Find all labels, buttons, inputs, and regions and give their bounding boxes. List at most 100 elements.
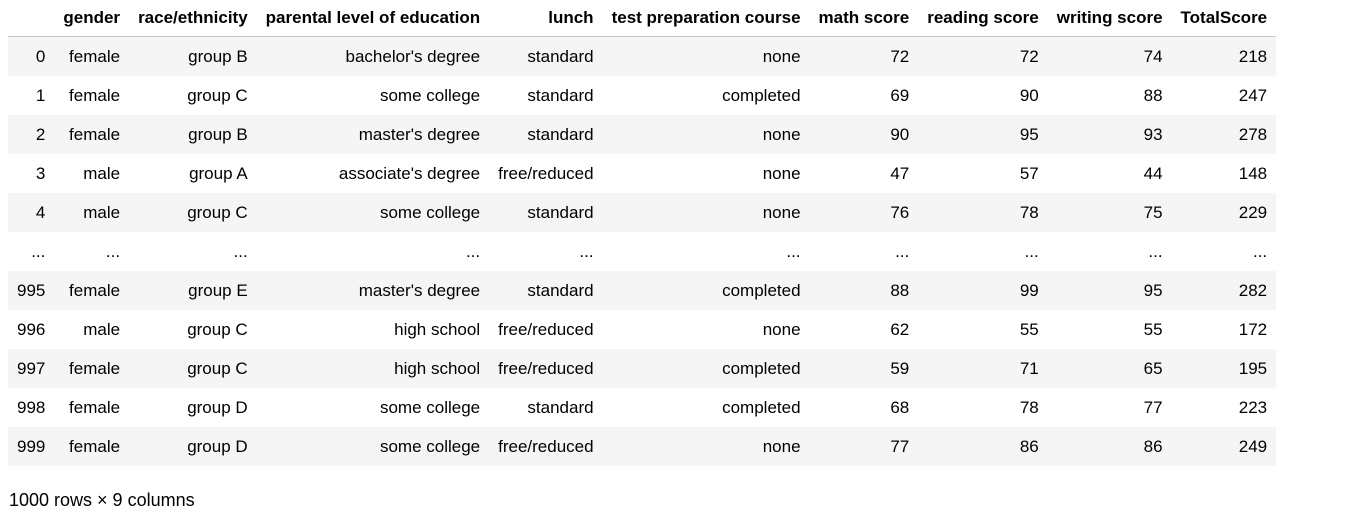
cell-test-prep: completed (722, 280, 801, 300)
cell-writing-score: 95 (1143, 280, 1163, 300)
cell-math-score: 76 (890, 202, 910, 222)
cell-gender: male (83, 202, 121, 222)
cell-race-ethnicity: group C (187, 319, 248, 339)
cell-total-score: 218 (1238, 46, 1268, 66)
cell-math-score: 69 (890, 85, 910, 105)
cell-writing-score: 86 (1143, 436, 1163, 456)
table-row: 998 female group D some college standard comp… (8, 388, 1276, 427)
header-writing-score: writing score (1047, 0, 1172, 37)
cell-total-score: 249 (1238, 436, 1268, 456)
cell-race-ethnicity: group C (187, 202, 248, 222)
cell-race-ethnicity: group D (187, 436, 248, 456)
cell-reading-score: 95 (1019, 124, 1039, 144)
cell-gender: female (69, 397, 121, 417)
cell-writing-score: 93 (1143, 124, 1163, 144)
cell-parental-education: some college (379, 85, 481, 105)
cell-reading-score: 99 (1019, 280, 1039, 300)
cell-writing-score: 44 (1143, 163, 1163, 183)
cell-reading-score: 55 (1019, 319, 1039, 339)
cell-test-prep: none (762, 163, 801, 183)
table-row: 997 female group C high school free/reduced c… (8, 349, 1277, 388)
cell-total-score: 278 (1238, 124, 1268, 144)
cell-gender: female (69, 124, 121, 144)
cell-lunch: standard (527, 124, 594, 144)
cell-race-ethnicity: ... (233, 241, 248, 261)
cell-parental-education: high school (394, 319, 481, 339)
cell-total-score: 229 (1238, 202, 1268, 222)
row-index: 999 (17, 436, 46, 456)
cell-math-score: 62 (890, 319, 910, 339)
cell-math-score: 68 (890, 397, 910, 417)
cell-reading-score: ... (1024, 241, 1039, 261)
cell-reading-score: 57 (1019, 163, 1039, 183)
cell-writing-score: 77 (1143, 397, 1163, 417)
cell-math-score: ... (895, 241, 910, 261)
cell-lunch: free/reduced (498, 319, 594, 339)
table-row: 3 male group A associate's degree free/reduc… (8, 154, 1276, 193)
cell-gender: male (83, 319, 121, 339)
row-index: 2 (35, 124, 46, 144)
table-row: 4 male group C some college standard none 76 78… (8, 193, 1277, 232)
cell-total-score: 223 (1238, 397, 1268, 417)
cell-lunch: standard (527, 397, 594, 417)
cell-test-prep: none (762, 319, 801, 339)
cell-lunch: free/reduced (498, 436, 594, 456)
cell-race-ethnicity: group D (187, 397, 248, 417)
cell-race-ethnicity: group A (189, 163, 248, 183)
cell-gender: female (69, 436, 121, 456)
cell-test-prep: none (762, 202, 801, 222)
cell-total-score: 247 (1238, 85, 1268, 105)
row-index: 4 (35, 202, 46, 222)
header-total-score: TotalScore (1171, 0, 1277, 37)
table-row: 995 female group E master's degree standard c… (8, 271, 1277, 310)
cell-math-score: 47 (890, 163, 910, 183)
cell-writing-score: 75 (1143, 202, 1163, 222)
table-row: 999 female group D some college free/reduced… (8, 427, 1277, 466)
cell-race-ethnicity: group C (187, 85, 248, 105)
cell-parental-education: ... (465, 241, 481, 261)
cell-reading-score: 90 (1019, 85, 1039, 105)
cell-total-score: 282 (1238, 280, 1268, 300)
cell-writing-score: 65 (1143, 358, 1163, 378)
cell-math-score: 59 (890, 358, 910, 378)
cell-lunch: standard (527, 202, 594, 222)
cell-math-score: 77 (890, 436, 910, 456)
cell-race-ethnicity: group B (188, 124, 248, 144)
cell-lunch: standard (527, 85, 594, 105)
table-row: 0 female group B bachelor's degree standard n… (8, 36, 1277, 76)
cell-lunch: ... (579, 241, 594, 261)
dataframe-table: gender race/ethnicity parental level of … (8, 0, 1277, 466)
cell-test-prep: completed (722, 85, 801, 105)
table-row: 1 female group C some college standard comple… (8, 76, 1276, 115)
cell-total-score: ... (1252, 241, 1268, 261)
cell-writing-score: ... (1148, 241, 1163, 261)
cell-parental-education: some college (379, 397, 481, 417)
cell-lunch: free/reduced (498, 358, 594, 378)
row-index: 998 (17, 397, 46, 417)
cell-lunch: standard (527, 280, 594, 300)
table-shape-summary: 1000 rows × 9 columns (9, 490, 195, 510)
cell-test-prep: completed (722, 358, 801, 378)
cell-gender: female (69, 85, 121, 105)
row-index: ... (31, 241, 46, 261)
cell-parental-education: some college (379, 436, 481, 456)
cell-parental-education: associate's degree (338, 163, 481, 183)
cell-parental-education: master's degree (358, 124, 481, 144)
cell-total-score: 172 (1238, 319, 1268, 339)
table-row: 2 female group B master's degree standard non… (8, 115, 1277, 154)
table-header: gender race/ethnicity parental level of … (8, 0, 1277, 37)
row-index: 996 (17, 319, 46, 339)
cell-test-prep: none (762, 436, 801, 456)
cell-writing-score: 88 (1143, 85, 1163, 105)
cell-test-prep: none (762, 124, 801, 144)
cell-lunch: standard (527, 46, 594, 66)
header-reading-score: reading score (918, 0, 1048, 37)
cell-reading-score: 86 (1019, 436, 1039, 456)
cell-test-prep: completed (722, 397, 801, 417)
table-row: .............................. (8, 232, 1276, 271)
cell-math-score: 88 (890, 280, 910, 300)
cell-race-ethnicity: group E (188, 280, 248, 300)
cell-reading-score: 78 (1019, 397, 1039, 417)
cell-total-score: 195 (1238, 358, 1268, 378)
